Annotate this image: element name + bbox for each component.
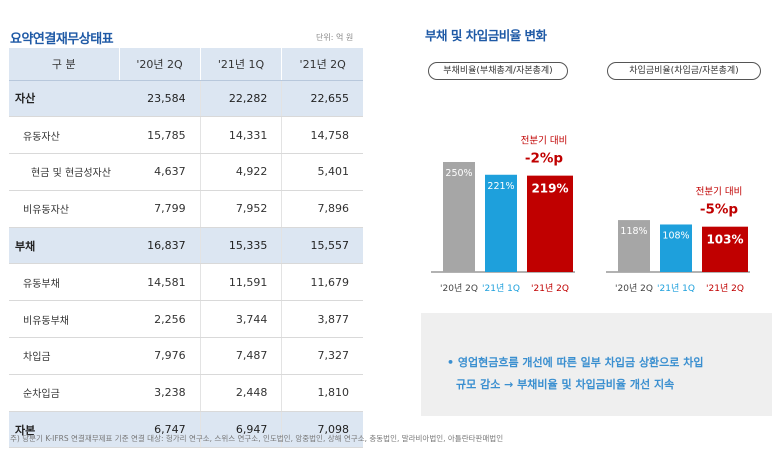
row-value: 6,747 bbox=[119, 411, 201, 449]
row-value: 3,238 bbox=[119, 374, 201, 412]
header-period-21-2q: '21년 2Q bbox=[281, 48, 363, 81]
note-box bbox=[421, 313, 772, 416]
borrowing-ratio-pill: 차입금비율(차입금/자본총계) bbox=[607, 62, 761, 80]
row-value: 7,976 bbox=[119, 337, 201, 375]
table-header-row: 구 분 '20년 2Q '21년 1Q '21년 2Q bbox=[9, 48, 363, 81]
balance-sheet-table: 구 분 '20년 2Q '21년 1Q '21년 2Q 자산 23,584 22,2… bbox=[9, 48, 363, 449]
row-value: 2,256 bbox=[119, 300, 201, 339]
row-value: 15,557 bbox=[281, 227, 363, 265]
table-row: 자산 23,584 22,282 22,655 bbox=[9, 80, 363, 118]
row-value: 7,896 bbox=[281, 190, 363, 228]
row-label: 현금 및 현금성자산 bbox=[9, 153, 119, 191]
header-category: 구 분 bbox=[9, 48, 119, 81]
row-value: 7,098 bbox=[281, 411, 363, 449]
row-label: 유동부채 bbox=[9, 263, 119, 302]
footnote: 주) 당분기 K-IFRS 연결재무제표 기준 연결 대상: 헝가리 연구소, … bbox=[10, 434, 504, 443]
category-tick-label: '20년 2Q bbox=[440, 283, 478, 294]
table-row: 현금 및 현금성자산 4,637 4,922 5,401 bbox=[9, 153, 363, 191]
row-value: 7,952 bbox=[199, 190, 282, 228]
table-row: 순차입금 3,238 2,448 1,810 bbox=[9, 374, 363, 412]
category-tick-label: '21년 1Q bbox=[482, 283, 520, 294]
bar-value-label: 108% bbox=[662, 230, 689, 241]
row-label: 비유동자산 bbox=[9, 190, 119, 228]
row-label: 비유동부채 bbox=[9, 300, 119, 339]
bar-value-label: 219% bbox=[531, 182, 568, 196]
annotation-label: 전분기 대비 bbox=[521, 136, 568, 147]
category-tick-label: '21년 2Q bbox=[531, 283, 569, 294]
category-tick-label: '21년 1Q bbox=[657, 283, 695, 294]
row-label: 자산 bbox=[9, 80, 119, 118]
table-row: 비유동부채 2,256 3,744 3,877 bbox=[9, 300, 363, 339]
row-value: 16,837 bbox=[119, 227, 201, 265]
header-period-20-2q: '20년 2Q bbox=[118, 48, 201, 81]
row-value: 7,799 bbox=[119, 190, 201, 228]
header-period-21-1q: '21년 1Q bbox=[199, 48, 282, 81]
row-value: 4,637 bbox=[119, 153, 201, 191]
row-value: 2,448 bbox=[199, 374, 282, 412]
chart-title: 부채 및 차입금비율 변화 bbox=[425, 28, 547, 43]
bar bbox=[660, 224, 692, 272]
row-value: 15,335 bbox=[199, 227, 282, 265]
row-value: 1,810 bbox=[281, 374, 363, 412]
row-label: 자본 bbox=[9, 411, 119, 449]
table-row: 자본 6,747 6,947 7,098 bbox=[9, 411, 363, 449]
row-value: 15,785 bbox=[119, 116, 201, 155]
bar bbox=[527, 175, 573, 272]
note-text: • 영업현금흐름 개선에 따른 일부 차입금 상환으로 차입 규모 감소 → 부… bbox=[447, 352, 767, 396]
note-line-2: 규모 감소 → 부채비율 및 차입금비율 개선 지속 bbox=[456, 378, 675, 391]
note-bullet: • bbox=[447, 356, 455, 369]
row-label: 순차입금 bbox=[9, 374, 119, 412]
table-row: 차입금 7,976 7,487 7,327 bbox=[9, 337, 363, 375]
annotation-label: 전분기 대비 bbox=[696, 187, 743, 198]
row-value: 14,581 bbox=[119, 263, 201, 302]
category-tick-label: '20년 2Q bbox=[615, 283, 653, 294]
bar bbox=[618, 220, 650, 272]
row-value: 14,758 bbox=[281, 116, 363, 155]
row-value: 11,679 bbox=[281, 263, 363, 302]
table-row: 부채 16,837 15,335 15,557 bbox=[9, 227, 363, 265]
row-value: 7,487 bbox=[199, 337, 282, 375]
bar bbox=[702, 226, 748, 272]
row-label: 부채 bbox=[9, 227, 119, 265]
unit-label: 단위: 억 원 bbox=[316, 33, 354, 42]
bar bbox=[485, 174, 517, 272]
bar-value-label: 118% bbox=[620, 226, 647, 237]
row-value: 22,282 bbox=[199, 80, 282, 118]
row-value: 6,947 bbox=[199, 411, 282, 449]
bar-value-label: 221% bbox=[487, 181, 514, 192]
debt-ratio-pill: 부채비율(부채총계/자본총계) bbox=[428, 62, 568, 80]
table-row: 비유동자산 7,799 7,952 7,896 bbox=[9, 190, 363, 228]
bar-value-label: 103% bbox=[706, 233, 743, 247]
table-body: 자산 23,584 22,282 22,655 유동자산 15,785 14,331 14,7… bbox=[9, 80, 363, 449]
row-value: 14,331 bbox=[199, 116, 282, 155]
row-value: 3,744 bbox=[199, 300, 282, 339]
row-label: 차입금 bbox=[9, 337, 119, 375]
row-value: 3,877 bbox=[281, 300, 363, 339]
ratio-bar-chart: 250% '20년 2Q 221% '21년 1Q 219% '21년 2Q 전분기 대비 -… bbox=[431, 136, 750, 294]
annotation-value: -5%p bbox=[700, 202, 739, 218]
row-value: 22,655 bbox=[281, 80, 363, 118]
table-row: 유동부채 14,581 11,591 11,679 bbox=[9, 263, 363, 302]
row-value: 7,327 bbox=[281, 337, 363, 375]
row-value: 4,922 bbox=[199, 153, 282, 191]
table-row: 유동자산 15,785 14,331 14,758 bbox=[9, 116, 363, 155]
bar bbox=[443, 162, 475, 272]
row-label: 유동자산 bbox=[9, 116, 119, 155]
bar-value-label: 250% bbox=[445, 168, 472, 179]
note-line-1: 영업현금흐름 개선에 따른 일부 차입금 상환으로 차입 bbox=[457, 356, 704, 369]
table-title: 요약연결재무상태표 bbox=[10, 32, 114, 47]
row-value: 23,584 bbox=[119, 80, 201, 118]
row-value: 5,401 bbox=[281, 153, 363, 191]
annotation-value: -2%p bbox=[525, 151, 564, 167]
row-value: 11,591 bbox=[199, 263, 282, 302]
category-tick-label: '21년 2Q bbox=[706, 283, 744, 294]
